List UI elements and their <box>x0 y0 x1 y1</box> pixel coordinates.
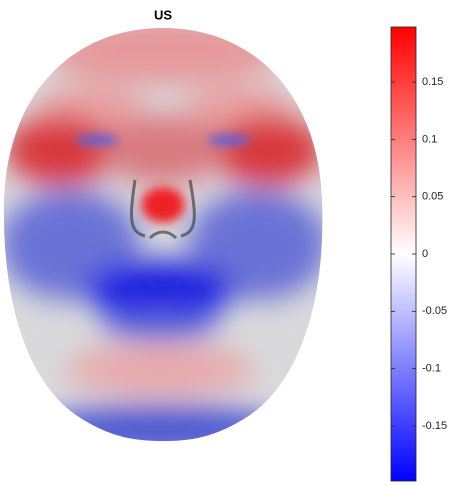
face-map <box>3 28 323 441</box>
colorbar: -0.15 -0.1 -0.05 0 0.05 0.1 0.15 <box>390 26 447 482</box>
tick-label: -0.1 <box>422 363 441 375</box>
tick-label: -0.05 <box>422 305 447 317</box>
tick-label: 0.1 <box>422 133 437 145</box>
chart-title: US <box>154 7 172 22</box>
colorbar-fill <box>390 26 417 482</box>
tick-label: 0.05 <box>422 191 443 203</box>
tick-label: 0 <box>422 248 428 260</box>
tick-label: -0.15 <box>422 420 447 432</box>
tick-label: 0.15 <box>422 76 443 88</box>
